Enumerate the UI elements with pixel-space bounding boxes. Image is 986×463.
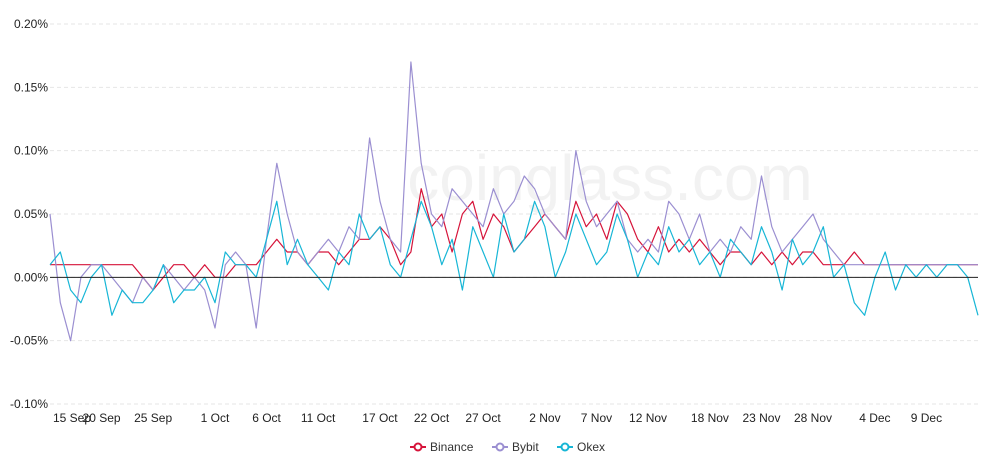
legend-label: Bybit: [512, 440, 539, 454]
y-axis-ticks: 0.20% 0.15% 0.10% 0.05% 0.00% -0.05% -0.10%: [10, 17, 48, 411]
x-tick-label: 4 Dec: [859, 411, 890, 425]
watermark: coinglass.com: [407, 142, 813, 214]
x-tick-label: 28 Nov: [794, 411, 832, 425]
x-tick-label: 9 Dec: [911, 411, 942, 425]
x-tick-label: 17 Oct: [362, 411, 398, 425]
y-tick-label: 0.05%: [14, 207, 48, 221]
y-tick-label: 0.00%: [14, 270, 48, 284]
x-tick-label: 25 Sep: [134, 411, 172, 425]
series-lines: [49, 61, 979, 342]
x-tick-label: 18 Nov: [691, 411, 729, 425]
legend-label: Okex: [577, 440, 605, 454]
legend-swatch-dot: [495, 442, 505, 452]
legend[interactable]: Binance Bybit Okex: [410, 440, 605, 454]
y-tick-label: 0.10%: [14, 144, 48, 158]
legend-item-okex[interactable]: Okex: [557, 440, 605, 454]
x-tick-label: 22 Oct: [414, 411, 450, 425]
y-tick-label: -0.10%: [10, 397, 48, 411]
x-tick-label: 20 Sep: [83, 411, 121, 425]
x-tick-label: 23 Nov: [742, 411, 780, 425]
y-tick-label: 0.15%: [14, 80, 48, 94]
y-tick-label: 0.20%: [14, 17, 48, 31]
legend-swatch-dot: [560, 442, 570, 452]
x-tick-label: 7 Nov: [581, 411, 612, 425]
grid-lines: [50, 23, 978, 405]
series-line-bybit: [49, 61, 978, 342]
legend-swatch-dot: [413, 442, 423, 452]
x-tick-label: 15 Sep: [53, 411, 91, 425]
x-tick-label: 11 Oct: [301, 411, 336, 425]
y-tick-label: -0.05%: [10, 334, 48, 348]
x-tick-label: 12 Nov: [629, 411, 667, 425]
x-tick-label: 2 Nov: [529, 411, 560, 425]
legend-item-bybit[interactable]: Bybit: [492, 440, 539, 454]
x-tick-label: 27 Oct: [465, 411, 501, 425]
x-tick-label: 1 Oct: [201, 411, 230, 425]
legend-label: Binance: [430, 440, 474, 454]
x-tick-label: 6 Oct: [252, 411, 281, 425]
legend-item-binance[interactable]: Binance: [410, 440, 474, 454]
